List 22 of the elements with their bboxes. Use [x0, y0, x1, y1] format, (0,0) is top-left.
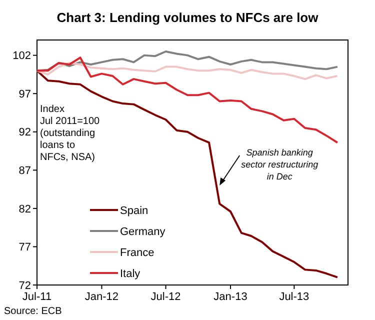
x-tick-label: Jul-12	[150, 291, 181, 303]
source-note: Source: ECB	[4, 306, 62, 317]
legend-label: France	[120, 246, 154, 259]
annotation: Spanish banking sector restructuring in Dec	[241, 147, 318, 182]
y-tick-label: 102	[12, 50, 31, 62]
legend-label: Germany	[120, 226, 166, 238]
x-tick-label: Jan-12	[84, 291, 119, 303]
y-tick-label: 97	[18, 88, 31, 100]
chart-title: Chart 3: Lending volumes to NFCs are low	[56, 10, 320, 25]
line-series	[36, 62, 338, 80]
annotation: Index Jul 2011=100 (outstanding loans to NFCs, NSA)	[40, 104, 100, 163]
x-tick-label: Jul-13	[279, 291, 310, 303]
y-tick-label: 72	[18, 280, 31, 292]
y-tick-label: 82	[18, 203, 31, 216]
y-tick-label: 77	[18, 242, 31, 254]
y-tick-label: 92	[18, 126, 31, 139]
y-tick-label: 87	[18, 165, 31, 178]
line-series	[36, 70, 338, 278]
legend-label: Italy	[120, 268, 141, 280]
x-tick-label: Jan-13	[214, 291, 248, 303]
legend-label: Spain	[120, 204, 148, 217]
x-tick-label: Jul-11	[22, 291, 52, 303]
